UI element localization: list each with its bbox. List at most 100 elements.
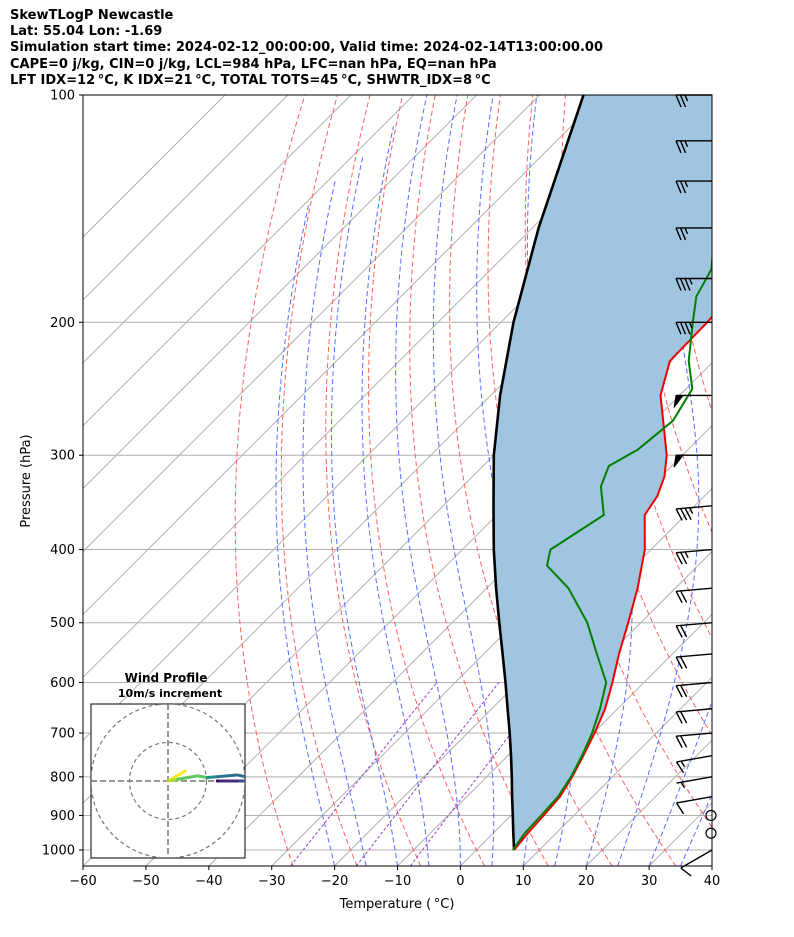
station-title: SkewTLogP Newcastle <box>10 8 174 23</box>
y-tick-label: 600 <box>50 676 75 691</box>
isotherm-gridline <box>83 95 666 679</box>
isotherm-gridline <box>83 95 603 616</box>
wind-barb <box>675 681 713 698</box>
isotherm-gridline <box>522 676 712 866</box>
y-tick-label: 300 <box>50 449 75 464</box>
wind-barb <box>675 140 712 154</box>
moist-adiabat <box>476 95 533 866</box>
mixing-ratio-line <box>290 682 438 866</box>
wind-barb <box>675 754 713 774</box>
hodograph-title: Wind Profile <box>125 671 208 685</box>
isotherm-gridline <box>83 95 477 490</box>
y-tick-label: 700 <box>50 727 75 742</box>
barb-full-feather <box>675 322 682 335</box>
barb-half-feather <box>688 322 693 329</box>
barb-shaft <box>676 548 713 554</box>
isotherm-gridline <box>83 95 352 364</box>
moist-adiabat <box>302 180 367 866</box>
barb-full-feather <box>679 684 688 698</box>
isotherm-gridline <box>83 95 289 301</box>
profile-lines <box>492 95 712 851</box>
barb-full-feather <box>675 552 683 565</box>
barb-half-feather <box>688 507 694 514</box>
barb-full-feather <box>679 656 688 669</box>
wind-barb <box>675 732 713 749</box>
moist-adiabat <box>330 154 398 866</box>
barb-shaft <box>676 776 713 784</box>
moist-adiabat <box>361 126 430 866</box>
barb-full-feather <box>675 761 685 774</box>
dry-adiabat <box>325 95 422 866</box>
temperature-line <box>513 315 712 851</box>
hodograph-trace-segment <box>176 774 199 781</box>
wind-barbs <box>673 94 717 877</box>
barb-shaft <box>676 754 713 763</box>
wind-barb <box>675 548 713 565</box>
x-tick-label: 20 <box>578 874 595 889</box>
barb-flag <box>673 454 684 468</box>
isotherm-gridline <box>83 95 415 427</box>
hodograph-subtitle: 10m/s increment <box>118 687 222 700</box>
y-axis-label: Pressure (hPa) <box>19 434 34 527</box>
hodograph-trace-segment <box>215 773 239 779</box>
barb-full-feather <box>675 94 682 108</box>
wind-barb <box>675 180 712 194</box>
barb-full-feather <box>679 625 688 638</box>
barb-shaft <box>676 796 713 804</box>
barb-full-feather <box>675 508 683 521</box>
isotherm-gridline <box>83 95 540 553</box>
barb-full-feather <box>680 867 692 877</box>
stable-area-shading <box>493 95 712 850</box>
barb-shaft <box>680 849 713 869</box>
barb-half-feather <box>688 278 693 285</box>
barb-half-feather <box>684 551 689 558</box>
wind-barb <box>675 796 713 815</box>
barb-full-feather <box>675 278 682 291</box>
hodograph-trace-segment <box>195 774 209 780</box>
wind-barb <box>675 227 712 241</box>
x-tick-label: 30 <box>641 874 658 889</box>
convective-parameters: CAPE=0 j/kg, CIN=0 j/kg, LCL=984 hPa, LF… <box>10 56 497 72</box>
wind-barb <box>675 587 713 604</box>
wind-barb <box>673 394 712 408</box>
dry-adiabat <box>234 95 306 866</box>
simulation-times: Simulation start time: 2024-02-12_00:00:… <box>10 40 603 56</box>
barb-full-feather <box>675 590 683 604</box>
barb-full-feather <box>675 180 682 194</box>
moist-adiabat <box>432 95 495 866</box>
wind-barb <box>673 454 712 468</box>
barb-half-feather <box>684 227 689 235</box>
wind-barb <box>675 653 713 669</box>
isotherm-gridline <box>711 865 712 866</box>
x-tick-label: 10 <box>515 874 532 889</box>
barb-full-feather <box>675 625 683 638</box>
chart-title-block: SkewTLogP Newcastle Lat: 55.04 Lon: -1.6… <box>10 8 603 89</box>
barb-shaft <box>676 708 713 713</box>
wind-barb <box>676 776 713 789</box>
barb-half-feather <box>684 94 689 102</box>
barb-shaft <box>676 622 713 627</box>
wind-barb <box>705 827 717 839</box>
barb-full-feather <box>684 507 692 520</box>
barb-full-feather <box>679 227 687 241</box>
barb-full-feather <box>675 685 683 698</box>
y-tick-label: 500 <box>50 616 75 631</box>
x-tick-label: −60 <box>69 874 96 889</box>
barb-half-feather <box>684 140 689 148</box>
hodograph-inset: Wind Profile 10m/s increment <box>90 671 246 859</box>
hodograph-trace-segment <box>235 773 245 779</box>
x-tick-label: −10 <box>384 874 411 889</box>
barb-shaft <box>676 681 713 687</box>
x-tick-label: −30 <box>258 874 285 889</box>
dry-adiabat <box>728 95 794 866</box>
isotherm-gridline <box>334 487 712 866</box>
barb-half-feather <box>680 760 686 767</box>
moist-adiabat <box>680 792 712 866</box>
barb-flag <box>673 394 684 408</box>
y-tick-label: 1000 <box>42 844 75 859</box>
y-tick-label: 100 <box>50 89 75 104</box>
dewpoint-line <box>512 250 712 851</box>
barb-full-feather <box>675 656 683 669</box>
axes: −60 −50 −40 −30 −20 −10 0 10 20 30 40 1000 900 800 700… <box>42 89 720 890</box>
